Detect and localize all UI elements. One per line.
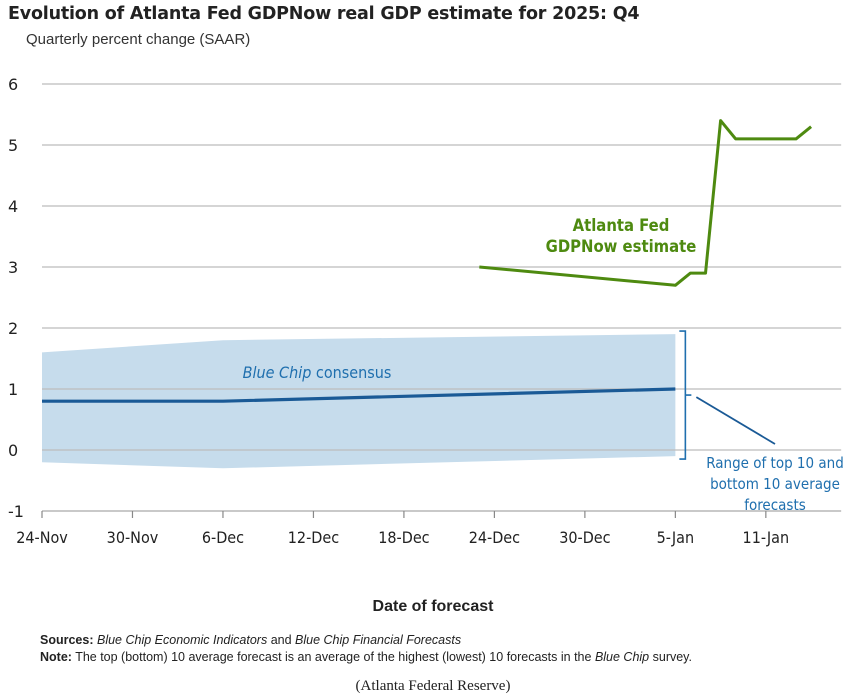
x-tick-label: 30-Dec <box>559 528 610 547</box>
x-tick-label: 24-Nov <box>16 528 68 547</box>
blue-chip-consensus-line <box>42 387 676 403</box>
gdpnow-label: Atlanta Fed <box>573 216 670 235</box>
gdpnow-line <box>479 119 813 287</box>
y-tick-label: 1 <box>8 380 18 399</box>
note-italic: Blue Chip <box>594 650 650 664</box>
x-axis-label: Date of forecast <box>372 598 494 615</box>
y-tick-label: 2 <box>8 319 18 338</box>
range-label: Range of top 10 and <box>706 454 844 472</box>
y-tick-label: 6 <box>8 75 18 94</box>
x-tick-label: 30-Nov <box>107 528 159 547</box>
y-tick-label: 4 <box>8 197 18 216</box>
sources-and: and <box>267 633 296 647</box>
gdpnow-label: GDPNow estimate <box>546 237 697 256</box>
blue-chip-label-italic: Blue Chip <box>243 363 312 382</box>
y-tick-label: -1 <box>8 502 24 521</box>
range-pointer-line <box>695 396 776 445</box>
range-label: forecasts <box>744 496 806 514</box>
blue-chip-label-rest: consensus <box>311 363 391 382</box>
x-tick-label: 6-Dec <box>202 528 244 547</box>
note-end: survey. <box>649 650 692 664</box>
range-bracket <box>679 330 692 460</box>
x-tick-label: 24-Dec <box>469 528 520 547</box>
note-text: The top (bottom) 10 average forecast is … <box>71 650 595 664</box>
forecast-range-band <box>42 334 676 469</box>
chart-title: Evolution of Atlanta Fed GDPNow real GDP… <box>8 4 640 24</box>
source-2: Blue Chip Financial Forecasts <box>295 633 462 647</box>
note-line: Note: The top (bottom) 10 average foreca… <box>40 649 692 666</box>
source-1: Blue Chip Economic Indicators <box>96 633 268 647</box>
x-tick-label: 11-Jan <box>743 528 790 547</box>
y-tick-label: 3 <box>8 258 18 277</box>
note-label: Note: <box>40 650 72 664</box>
blue-chip-label: Blue Chip consensus <box>243 363 392 382</box>
chart-subtitle: Quarterly percent change (SAAR) <box>26 31 251 48</box>
x-tick-label: 12-Dec <box>288 528 339 547</box>
sources-line: Sources: Blue Chip Economic Indicators a… <box>40 632 692 649</box>
range-label: bottom 10 average <box>710 475 840 493</box>
x-tick-label: 18-Dec <box>378 528 429 547</box>
y-tick-label: 5 <box>8 136 18 155</box>
y-tick-label: 0 <box>8 441 18 460</box>
x-tick-label: 5-Jan <box>657 528 694 547</box>
chart-notes: Sources: Blue Chip Economic Indicators a… <box>40 632 692 666</box>
image-credit: (Atlanta Federal Reserve) <box>355 678 511 694</box>
sources-label: Sources: <box>40 633 94 647</box>
